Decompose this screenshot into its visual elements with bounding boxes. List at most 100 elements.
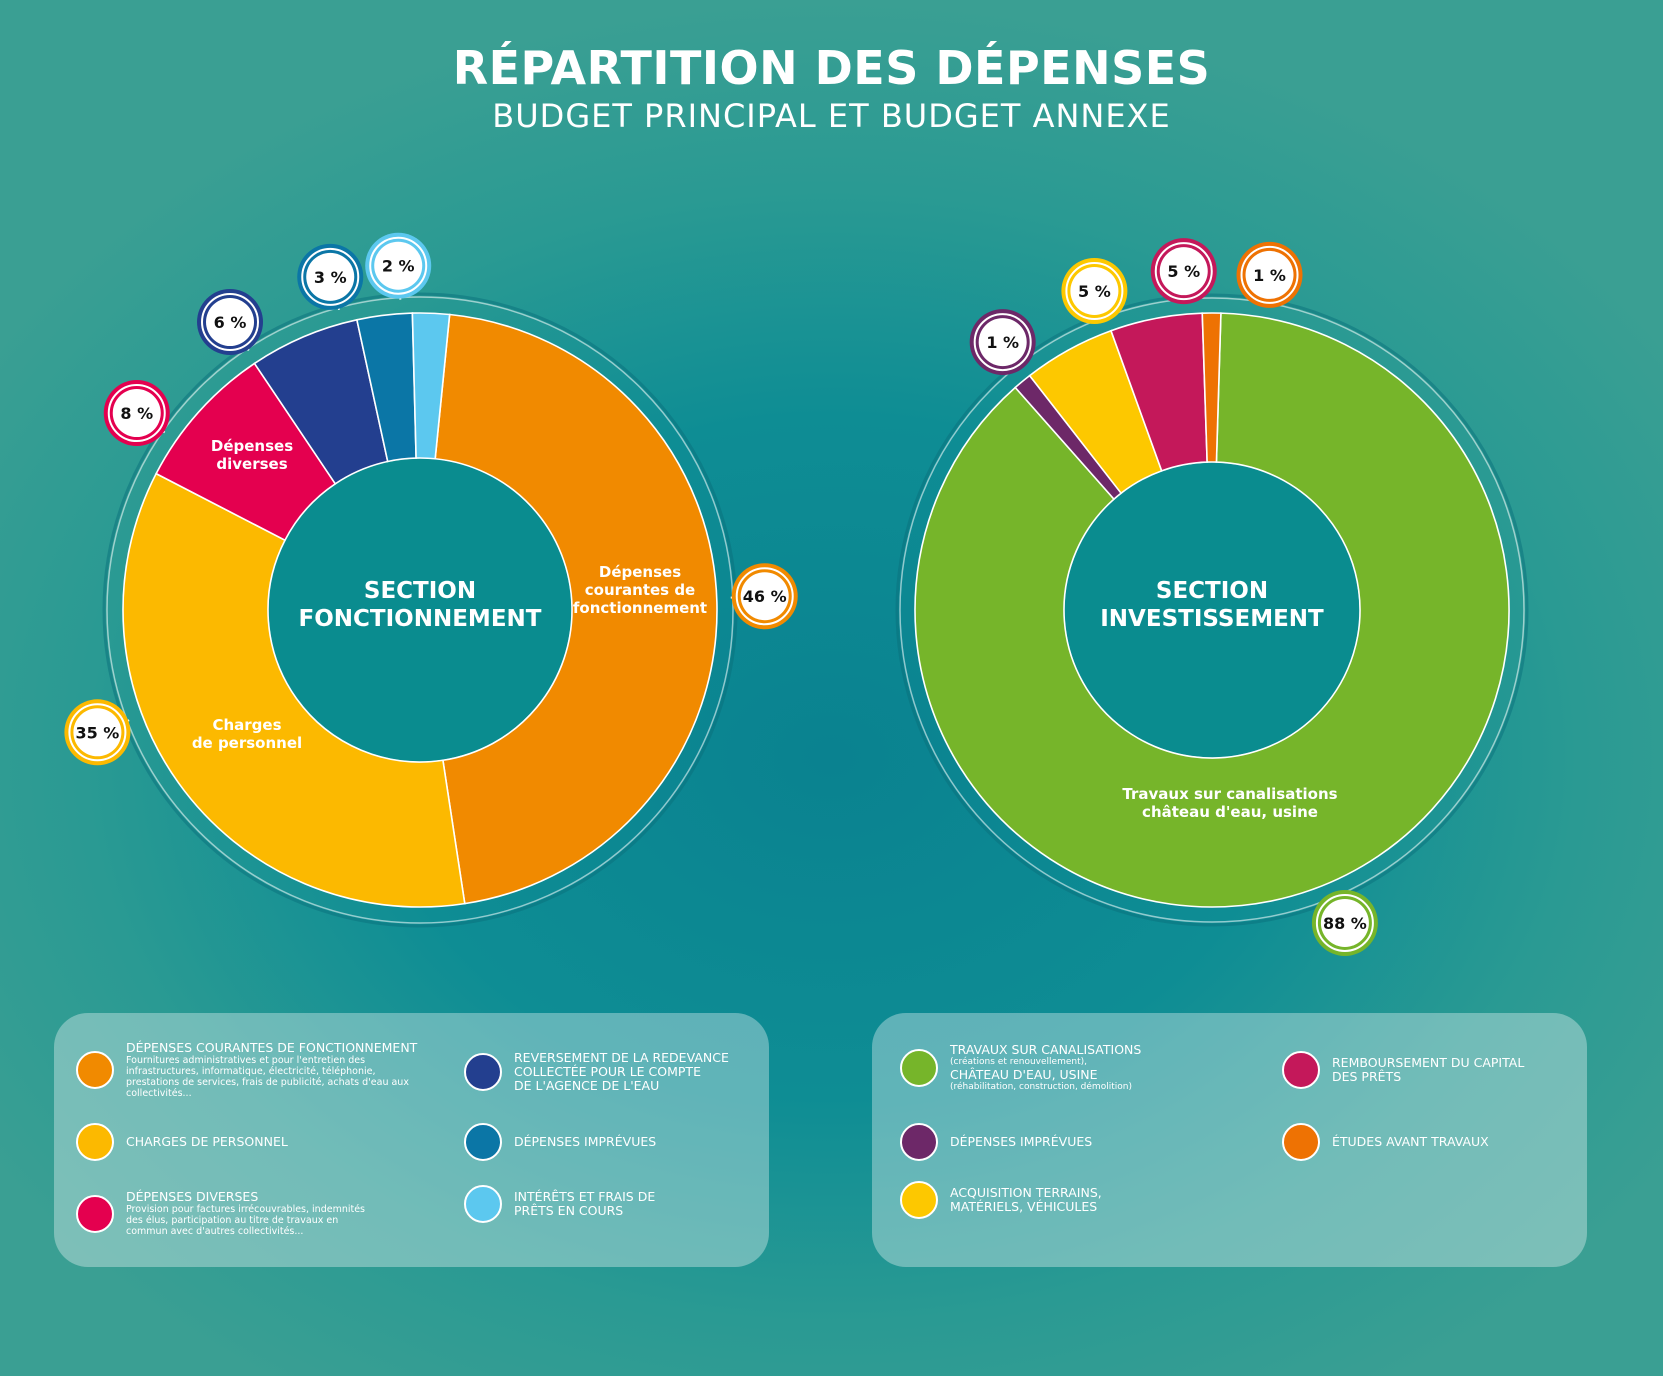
- legend-swatch: [464, 1185, 502, 1223]
- legend-text: CHARGES DE PERSONNEL: [126, 1135, 288, 1149]
- legend-swatch: [900, 1123, 938, 1161]
- badge-value-imprevues: 3 %: [314, 268, 347, 287]
- slice-label-personnel: de personnel: [192, 734, 302, 752]
- badge-ring-inner: [1240, 245, 1299, 304]
- legend-swatch: [1282, 1123, 1320, 1161]
- page-title: RÉPARTITION DES DÉPENSES: [452, 41, 1211, 95]
- badge-face: [1070, 266, 1119, 315]
- legend-item-r0: TRAVAUX SUR CANALISATIONS (créations et r…: [900, 1043, 1141, 1093]
- legend-title: ÉTUDES AVANT TRAVAUX: [1332, 1134, 1489, 1149]
- outer-ring: [899, 297, 1525, 923]
- badge-ring-inner: [735, 567, 794, 626]
- badge-face: [206, 298, 255, 347]
- header: RÉPARTITION DES DÉPENSES BUDGET PRINCIPA…: [0, 40, 1663, 136]
- legend-title: DÉPENSES COURANTES DE FONCTIONNEMENT: [126, 1040, 418, 1055]
- badge-face: [73, 708, 122, 757]
- slice-label-personnel: Charges: [212, 716, 281, 734]
- legend-item-l3: REVERSEMENT DE LA REDEVANCE COLLECTÉE POU…: [464, 1051, 729, 1093]
- legend-swatch: [464, 1123, 502, 1161]
- center-hole: [269, 459, 571, 761]
- legend-text: DÉPENSES DIVERSES Provision pour factures…: [126, 1189, 366, 1238]
- legend-description: commun avec d'autres collectivités...: [126, 1226, 304, 1237]
- legend-text: ÉTUDES AVANT TRAVAUX: [1332, 1135, 1489, 1149]
- legend-swatch: [76, 1123, 114, 1161]
- legend-title: DÉPENSES IMPRÉVUES: [514, 1134, 657, 1149]
- badge-face: [1159, 247, 1208, 296]
- badge-value-diverses: 8 %: [120, 404, 153, 423]
- legend-text: INTÉRÊTS ET FRAIS DE PRÊTS EN COURS: [514, 1190, 655, 1218]
- legend-swatch: [464, 1053, 502, 1091]
- badge-value-reversement: 6 %: [214, 313, 247, 332]
- legend-title: CHARGES DE PERSONNEL: [126, 1134, 288, 1149]
- legend-swatch: [900, 1049, 938, 1087]
- legend-title: INTÉRÊTS ET FRAIS DE: [514, 1189, 656, 1204]
- slice-label-courantes: courantes de: [585, 581, 695, 599]
- outer-ring: [106, 296, 734, 924]
- center-label: SECTION: [1156, 578, 1268, 604]
- slice-label-courantes: Dépenses: [599, 563, 681, 581]
- legend-item-l2: DÉPENSES DIVERSES Provision pour factures…: [76, 1190, 365, 1237]
- legend-text: REMBOURSEMENT DU CAPITAL DES PRÊTS: [1332, 1056, 1524, 1084]
- badge-ring-inner: [1065, 261, 1124, 320]
- badge-ring-inner: [369, 236, 428, 295]
- legend-description: Provision pour factures irrécouvrables, …: [126, 1204, 366, 1215]
- legend-title: DÉPENSES DIVERSES: [126, 1189, 259, 1204]
- badge-ring-inner: [107, 384, 166, 443]
- legend-investissement: TRAVAUX SUR CANALISATIONS (créations et r…: [872, 1013, 1587, 1267]
- pie-slice-courantes: [434, 313, 718, 905]
- badge-ring-inner: [301, 247, 360, 306]
- legend-title: DES PRÊTS: [1332, 1069, 1402, 1084]
- badge-face: [978, 318, 1027, 367]
- legend-title: MATÉRIELS, VÉHICULES: [950, 1199, 1098, 1214]
- badge-ring-inner: [1154, 242, 1213, 301]
- badge-value-travaux: 88 %: [1323, 914, 1367, 933]
- badge-value-personnel: 35 %: [75, 723, 119, 742]
- legend-item-l5: INTÉRÊTS ET FRAIS DE PRÊTS EN COURS: [464, 1185, 655, 1223]
- legend-text: DÉPENSES COURANTES DE FONCTIONNEMENT Four…: [126, 1040, 418, 1100]
- slice-label-courantes: fonctionnement: [573, 599, 707, 617]
- outer-ring-shadow: [895, 293, 1529, 927]
- badge-face: [374, 241, 423, 290]
- badge-value-courantes: 46 %: [743, 587, 787, 606]
- badge-value-etudes: 1 %: [1253, 266, 1286, 285]
- pie-slice-etudes: [1201, 312, 1222, 463]
- legend-title: PRÊTS EN COURS: [514, 1203, 624, 1218]
- badge-face: [112, 389, 161, 438]
- badge-face: [1320, 898, 1369, 947]
- badge-value-acquisition: 5 %: [1078, 282, 1111, 301]
- slice-label-travaux: château d'eau, usine: [1142, 803, 1318, 821]
- legend-item-r3: REMBOURSEMENT DU CAPITAL DES PRÊTS: [1282, 1051, 1524, 1089]
- legend-item-r1: DÉPENSES IMPRÉVUES: [900, 1123, 1092, 1161]
- legend-description: prestations de services, frais de public…: [126, 1077, 409, 1088]
- legend-title: DE L'AGENCE DE L'EAU: [514, 1078, 660, 1093]
- center-label: INVESTISSEMENT: [1100, 606, 1324, 632]
- legend-title: ACQUISITION TERRAINS,: [950, 1185, 1102, 1200]
- legend-title: REMBOURSEMENT DU CAPITAL: [1332, 1055, 1525, 1070]
- legend-swatch: [1282, 1051, 1320, 1089]
- legend-description: des élus, participation au titre de trav…: [126, 1215, 339, 1226]
- badge-value-imprevues: 1 %: [986, 333, 1019, 352]
- badge-face: [1245, 250, 1294, 299]
- page-subtitle: BUDGET PRINCIPAL ET BUDGET ANNEXE: [492, 97, 1171, 135]
- badge-ring-inner: [973, 313, 1032, 372]
- legend-swatch: [900, 1181, 938, 1219]
- legend-text: DÉPENSES IMPRÉVUES: [514, 1135, 656, 1149]
- badge-value-remboursement: 5 %: [1167, 262, 1200, 281]
- legend-item-l4: DÉPENSES IMPRÉVUES: [464, 1123, 656, 1161]
- legend-subtitle: (réhabilitation, construction, démolitio…: [950, 1082, 1132, 1092]
- legend-text: TRAVAUX SUR CANALISATIONS (créations et r…: [950, 1043, 1141, 1093]
- legend-item-l0: DÉPENSES COURANTES DE FONCTIONNEMENT Four…: [76, 1041, 417, 1099]
- center-label: FONCTIONNEMENT: [299, 606, 542, 632]
- slice-label-diverses: Dépenses: [211, 437, 293, 455]
- badge-value-interets: 2 %: [382, 257, 415, 276]
- legend-description: collectivités...: [126, 1088, 192, 1099]
- badge-face: [740, 572, 789, 621]
- legend-item-r4: ÉTUDES AVANT TRAVAUX: [1282, 1123, 1489, 1161]
- legend-swatch: [76, 1051, 114, 1089]
- legend-title: REVERSEMENT DE LA REDEVANCE: [514, 1050, 729, 1065]
- badge-face: [306, 252, 355, 301]
- legend-item-l1: CHARGES DE PERSONNEL: [76, 1123, 288, 1161]
- slice-label-travaux: Travaux sur canalisations: [1122, 785, 1337, 803]
